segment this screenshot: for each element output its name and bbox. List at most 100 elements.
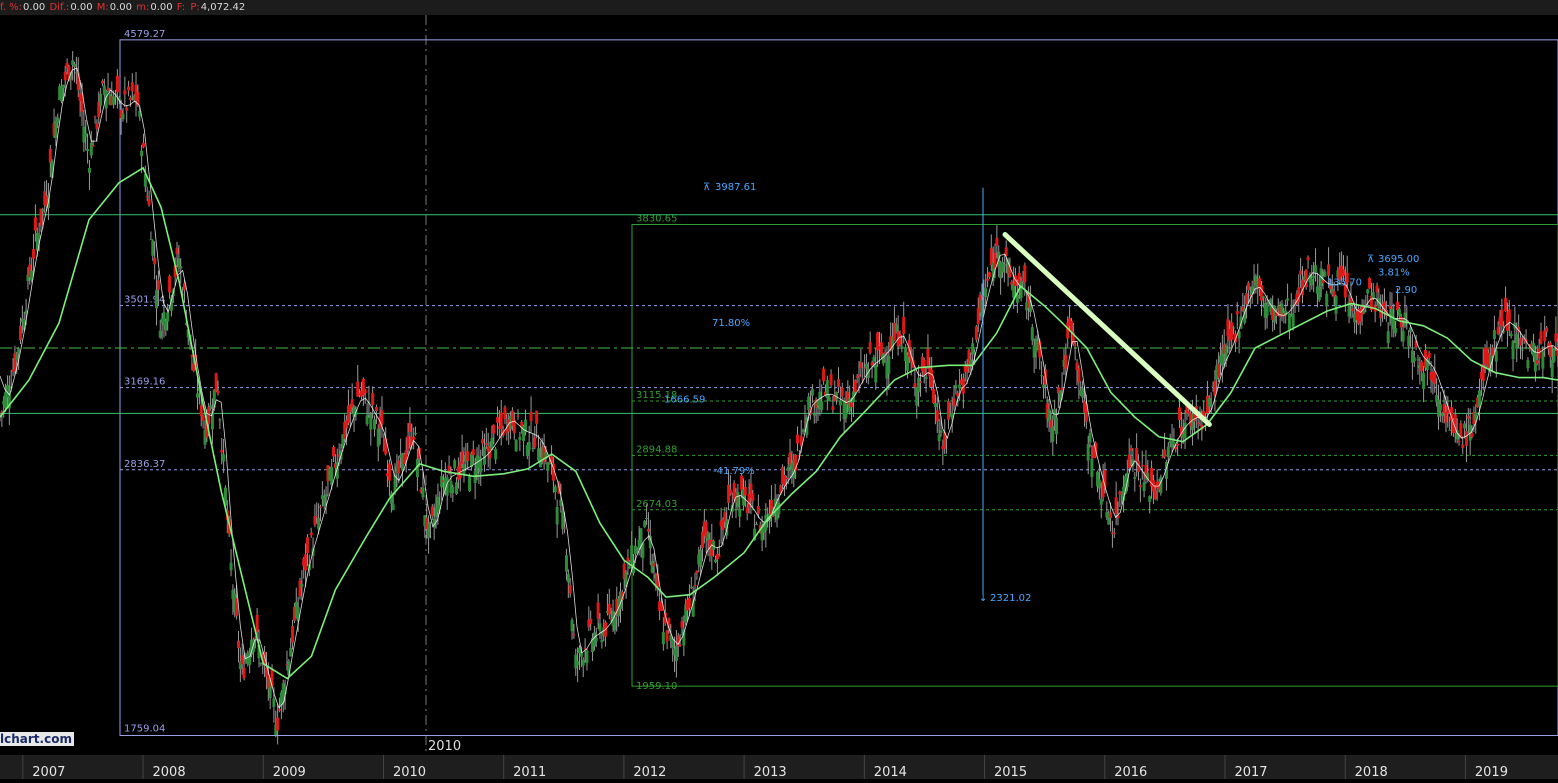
candle-body bbox=[926, 348, 930, 366]
candle-body bbox=[1245, 293, 1249, 305]
candle-body bbox=[73, 63, 77, 67]
candle-body bbox=[760, 526, 764, 541]
candle-body bbox=[218, 419, 222, 421]
candle-body bbox=[676, 635, 680, 647]
candle-body bbox=[917, 377, 921, 393]
candle-body bbox=[790, 463, 794, 470]
candle-body bbox=[874, 364, 878, 383]
measure-arrow-down: ↓ bbox=[979, 593, 987, 604]
candle-body bbox=[1304, 269, 1308, 288]
candle-body bbox=[1368, 278, 1372, 289]
candle-body bbox=[384, 438, 388, 455]
candle-body bbox=[889, 336, 893, 351]
candle-body bbox=[1140, 464, 1144, 467]
candle-body bbox=[1123, 476, 1127, 494]
candle-body bbox=[952, 398, 956, 407]
candle-body bbox=[913, 383, 917, 388]
candle-body bbox=[652, 563, 656, 567]
candle-body bbox=[905, 354, 909, 371]
candle-body bbox=[974, 326, 978, 340]
candle-body bbox=[408, 423, 412, 432]
candle-body bbox=[687, 598, 691, 608]
candle-body bbox=[518, 436, 522, 440]
candle-body bbox=[65, 62, 69, 69]
candle-body bbox=[1148, 496, 1152, 502]
candle-body bbox=[1442, 404, 1446, 413]
candle-body bbox=[693, 585, 697, 587]
candle-body bbox=[481, 439, 485, 444]
candle-body bbox=[881, 353, 885, 364]
candle-body bbox=[645, 518, 649, 520]
candle-body bbox=[1280, 303, 1284, 316]
candle-body bbox=[151, 240, 155, 256]
candle-body bbox=[801, 429, 805, 432]
candle-body bbox=[1371, 292, 1375, 299]
candle-body bbox=[1554, 333, 1558, 342]
candle-body bbox=[963, 364, 967, 372]
candle-body bbox=[728, 489, 732, 495]
price-chart[interactable]: 4579.27 1759.04 3501.94 3169.16 2836.37 3830.… bbox=[0, 15, 1558, 755]
candle-body bbox=[1388, 306, 1392, 309]
candle-body bbox=[943, 432, 947, 449]
candle-body bbox=[799, 436, 803, 446]
candle-body bbox=[1222, 344, 1226, 354]
x-tick-label-2008: 2008 bbox=[153, 765, 186, 779]
candle-body bbox=[117, 97, 121, 101]
candle-body bbox=[1520, 349, 1524, 351]
candle-body bbox=[369, 413, 373, 430]
candle-body bbox=[1463, 423, 1467, 429]
candle-body bbox=[984, 288, 988, 298]
candle-body bbox=[1092, 445, 1096, 459]
candle-body bbox=[570, 619, 574, 632]
small-label-2: 2.90 bbox=[1395, 285, 1417, 296]
candle-body bbox=[700, 531, 704, 549]
candle-body bbox=[714, 559, 718, 563]
candle-body bbox=[315, 516, 319, 518]
candle-body bbox=[1401, 330, 1405, 342]
candle-body bbox=[505, 429, 509, 434]
candle-body bbox=[1487, 352, 1491, 368]
candle-body bbox=[1045, 403, 1049, 419]
candle-body bbox=[1183, 422, 1187, 438]
candle-body bbox=[1004, 247, 1008, 257]
candle-body bbox=[842, 400, 846, 420]
candle-body bbox=[421, 487, 425, 498]
ohlc-readout-bar: f. %:0.00 Dif.:0.00 M:0.00 m:0.00 F: P:4… bbox=[0, 0, 1558, 15]
candle-body bbox=[747, 493, 751, 508]
candle-body bbox=[140, 150, 144, 157]
candle-body bbox=[1396, 301, 1400, 311]
candle-body bbox=[1315, 286, 1319, 294]
candle-body bbox=[460, 451, 464, 464]
readout-label-2: M: bbox=[96, 2, 109, 13]
candle-body bbox=[805, 416, 809, 436]
candle-body bbox=[440, 476, 444, 488]
candle-body bbox=[1479, 371, 1483, 379]
candle-body bbox=[900, 345, 904, 347]
readout-label-4: F: bbox=[176, 2, 186, 13]
candle-body bbox=[838, 400, 842, 406]
candle-body bbox=[1051, 426, 1055, 442]
candle-body bbox=[67, 66, 71, 81]
candle-body bbox=[840, 387, 844, 397]
candle-body bbox=[784, 477, 788, 480]
candle-body bbox=[1133, 477, 1137, 479]
candle-body bbox=[1341, 269, 1345, 276]
candle-body bbox=[894, 324, 898, 332]
candle-body bbox=[1343, 281, 1347, 298]
candle-body bbox=[1086, 444, 1090, 461]
candle-body bbox=[1515, 333, 1519, 350]
candle-body bbox=[781, 467, 785, 484]
candle-body bbox=[13, 353, 17, 372]
candle-body bbox=[1155, 482, 1159, 489]
candle-body bbox=[1323, 271, 1327, 277]
candle-body bbox=[477, 456, 481, 469]
candle-body bbox=[257, 645, 261, 659]
candle-body bbox=[822, 368, 826, 382]
candle-body bbox=[373, 419, 377, 430]
candle-body bbox=[814, 399, 818, 408]
candle-body bbox=[112, 96, 116, 105]
candle-body bbox=[658, 601, 662, 611]
candle-body bbox=[1164, 461, 1168, 479]
candle-body bbox=[1112, 532, 1116, 534]
candle-body bbox=[453, 460, 457, 469]
